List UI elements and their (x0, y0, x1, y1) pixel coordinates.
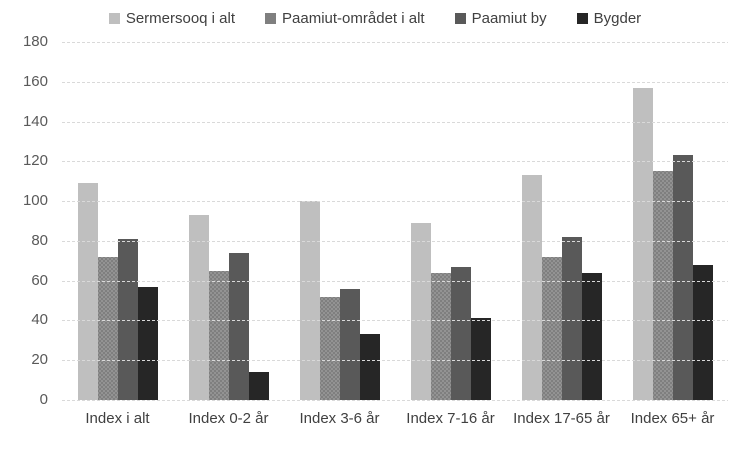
gridline (62, 360, 728, 362)
legend-label: Paamiut-området i alt (282, 9, 425, 27)
gridline (62, 280, 728, 282)
bar-paamiut-by (339, 288, 360, 400)
gridline (62, 81, 728, 83)
gridline (62, 240, 728, 242)
y-axis-tick-label: 60 (31, 271, 48, 289)
y-axis-tick-label: 140 (22, 112, 48, 130)
bar-sermersooq-i-alt (410, 223, 431, 400)
gridline (62, 161, 728, 163)
bar-bygder (359, 334, 380, 400)
legend: Sermersooq i alt Paamiut-området i alt Paa… (0, 7, 750, 29)
bar-paamiut-by (228, 252, 249, 400)
bar-group-index-0-2-r (173, 42, 284, 400)
bar-bygder (137, 286, 158, 400)
bar-sermersooq-i-alt (521, 175, 542, 400)
bar-paamiut-by (117, 238, 138, 400)
y-axis: 0 20 40 60 80 100 120 140 160 180 (0, 0, 48, 450)
bar-sermersooq-i-alt (77, 183, 98, 400)
bar-sermersooq-i-alt (188, 215, 209, 400)
legend-label: Paamiut by (471, 9, 547, 27)
bar-paamiut-omr-det-i-alt (97, 256, 118, 400)
legend-label: Sermersooq i alt (125, 9, 236, 27)
legend-swatch-icon (108, 12, 120, 24)
gridline (62, 400, 728, 401)
gridline (62, 42, 728, 43)
plot-area (62, 42, 728, 401)
bar-group-index-3-6-r (284, 42, 395, 400)
x-axis-category-label: Index i alt (85, 410, 150, 427)
y-axis-tick-label: 0 (39, 391, 48, 408)
gridline (62, 201, 728, 203)
bar-paamiut-omr-det-i-alt (319, 296, 340, 400)
bar-sermersooq-i-alt (299, 201, 320, 400)
bar-bygder (581, 272, 602, 400)
bar-paamiut-by (450, 266, 471, 400)
legend-swatch-icon (454, 12, 466, 24)
x-axis-category-label: Index 17-65 år (513, 410, 610, 427)
bar-group-index-65-r (617, 42, 728, 400)
y-axis-tick-label: 20 (31, 351, 48, 369)
bar-paamiut-omr-det-i-alt (208, 270, 229, 400)
bar-paamiut-by (672, 155, 693, 400)
bar-bygder (248, 372, 269, 400)
x-axis-category-label: Index 7-16 år (406, 410, 495, 427)
y-axis-tick-label: 160 (22, 72, 48, 90)
x-axis-category-label: Index 0-2 år (188, 410, 269, 427)
bar-paamiut-omr-det-i-alt (430, 272, 451, 400)
y-axis-tick-label: 180 (22, 33, 48, 50)
x-axis: Index i alt Index 0-2 år Index 3-6 år Index… (62, 410, 728, 427)
gridline (62, 121, 728, 123)
legend-label: Bygder (593, 9, 642, 27)
bar-bygder (692, 264, 713, 400)
bar-sermersooq-i-alt (632, 87, 653, 400)
legend-swatch-icon (576, 12, 588, 24)
x-axis-category-label: Index 65+ år (630, 410, 715, 427)
y-axis-tick-label: 120 (22, 152, 48, 170)
bar-bygder (470, 318, 491, 400)
legend-swatch-icon (265, 12, 277, 24)
legend-item-sermersooq-i-alt: Sermersooq i alt (108, 9, 236, 27)
y-axis-tick-label: 40 (31, 311, 48, 329)
legend-item-bygder: Bygder (576, 9, 642, 27)
bar-paamiut-omr-det-i-alt (541, 256, 562, 400)
bar-groups (62, 42, 728, 400)
gridline (62, 320, 728, 322)
legend-item-paamiut-by: Paamiut by (454, 9, 547, 27)
y-axis-tick-label: 80 (31, 231, 48, 249)
bar-group-index-17-65-r (506, 42, 617, 400)
x-axis-category-label: Index 3-6 år (299, 410, 380, 427)
y-axis-tick-label: 100 (22, 192, 48, 210)
bar-paamiut-by (561, 236, 582, 400)
bar-group-index-7-16-r (395, 42, 506, 400)
bar-paamiut-omr-det-i-alt (652, 171, 673, 400)
legend-item-paamiut-omr-det-i-alt: Paamiut-området i alt (265, 10, 425, 27)
bar-group-index-i-alt (62, 42, 173, 400)
